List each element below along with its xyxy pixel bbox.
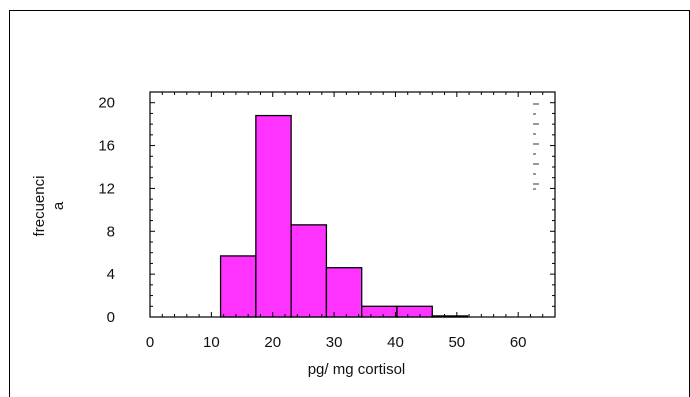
x-tick-label: 60 (510, 334, 527, 351)
y-tick-label: 8 (107, 223, 115, 240)
y-tick-label: 12 (98, 180, 115, 197)
histogram-bar-0 (219, 255, 257, 318)
histogram-bar-5 (396, 305, 433, 318)
histogram-bar-4 (361, 305, 398, 318)
x-tick-label: 40 (387, 334, 404, 351)
x-axis-label: pg/ mg cortisol (308, 361, 406, 378)
legend-ticks (533, 103, 539, 190)
y-axis-label-line-1: frecuenci (31, 176, 48, 237)
y-tick-label: 16 (98, 138, 115, 155)
histogram-bar-6 (431, 315, 469, 318)
y-axis-label-line-2: a (50, 201, 67, 210)
x-tick-label: 0 (146, 334, 154, 351)
histogram-bar-2 (290, 224, 328, 318)
histogram-bar-3 (325, 267, 363, 318)
histogram-bar-1 (255, 114, 292, 318)
y-tick-label: 20 (98, 95, 115, 112)
y-tick-label: 4 (107, 266, 115, 283)
x-tick-label: 30 (326, 334, 343, 351)
x-tick-label: 10 (203, 334, 220, 351)
x-tick-label: 20 (264, 334, 281, 351)
x-tick-label: 50 (448, 334, 465, 351)
y-tick-label: 0 (107, 309, 115, 326)
